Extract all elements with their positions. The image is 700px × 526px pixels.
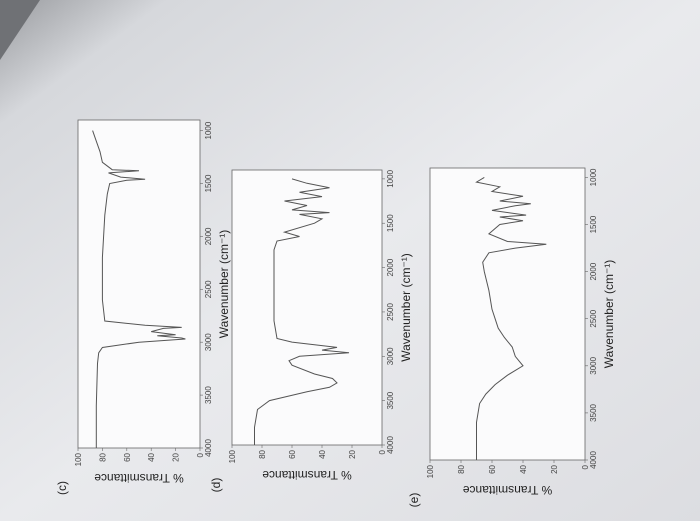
y-axis-label: % Transmittance	[262, 468, 352, 482]
y-tick-label: 0	[378, 449, 387, 454]
x-axis-label: Wavenumber (cm⁻¹)	[602, 260, 616, 369]
y-axis-label: % Transmittance	[94, 471, 184, 485]
x-tick-label: 2000	[386, 258, 395, 276]
y-tick-label: 0	[581, 464, 590, 469]
x-tick-label: 1500	[204, 174, 213, 192]
x-tick-label: 4000	[204, 439, 213, 457]
spectrum-line	[254, 178, 350, 445]
panel-label: (e)	[407, 493, 421, 508]
y-tick-label: 20	[172, 452, 181, 461]
x-tick-label: 1000	[386, 169, 395, 187]
y-tick-label: 20	[550, 464, 559, 473]
spectrum-line	[92, 130, 186, 448]
plot-frame	[429, 167, 586, 461]
x-tick-label: 4000	[589, 451, 598, 469]
spectrum-panel: 4000 3500 3000 2500 2000 1500 1000 0 20 40 60 80 100…	[55, 119, 231, 495]
x-axis-label: Wavenumber (cm⁻¹)	[217, 230, 231, 339]
y-tick-label: 40	[147, 452, 156, 461]
y-tick-label: 100	[228, 449, 237, 463]
plot-frame	[77, 119, 201, 449]
y-tick-label: 0	[196, 452, 205, 457]
x-axis-label: Wavenumber (cm⁻¹)	[399, 253, 413, 362]
x-tick-label: 1500	[386, 214, 395, 232]
spectrum-line	[475, 176, 547, 460]
y-axis-label: % Transmittance	[462, 483, 552, 497]
y-tick-label: 20	[348, 449, 357, 458]
plot-frame	[231, 169, 383, 446]
x-tick-label: 1000	[589, 168, 598, 186]
x-tick-label: 3000	[589, 356, 598, 374]
y-tick-label: 60	[288, 449, 297, 458]
x-tick-label: 4000	[386, 436, 395, 454]
y-tick-label: 80	[457, 464, 466, 473]
x-tick-label: 1000	[204, 121, 213, 139]
y-tick-label: 80	[258, 449, 267, 458]
spectrum-panel: 4000 3500 3000 2500 2000 1500 1000 0 20 40 60 80 100…	[209, 169, 413, 492]
y-tick-label: 60	[488, 464, 497, 473]
y-tick-label: 40	[519, 464, 528, 473]
y-tick-label: 60	[123, 452, 132, 461]
x-tick-label: 1500	[589, 215, 598, 233]
y-tick-label: 40	[318, 449, 327, 458]
panel-label: (d)	[209, 478, 223, 493]
x-tick-label: 2500	[204, 280, 213, 298]
spectrum-panel: 4000 3500 3000 2500 2000 1500 1000 0 20 40 60 80 100…	[407, 167, 616, 508]
x-tick-label: 3500	[386, 391, 395, 409]
x-tick-label: 3000	[204, 333, 213, 351]
corner-shadow	[0, 0, 40, 60]
x-tick-label: 2000	[589, 262, 598, 280]
y-tick-label: 100	[74, 452, 83, 466]
y-tick-label: 100	[426, 464, 435, 478]
x-tick-label: 2500	[386, 302, 395, 320]
panel-label: (c)	[55, 481, 69, 495]
x-tick-label: 3500	[204, 386, 213, 404]
x-tick-label: 3000	[386, 347, 395, 365]
y-tick-label: 80	[98, 452, 107, 461]
x-tick-label: 2500	[589, 309, 598, 327]
x-tick-label: 2000	[204, 227, 213, 245]
x-tick-label: 3500	[589, 403, 598, 421]
